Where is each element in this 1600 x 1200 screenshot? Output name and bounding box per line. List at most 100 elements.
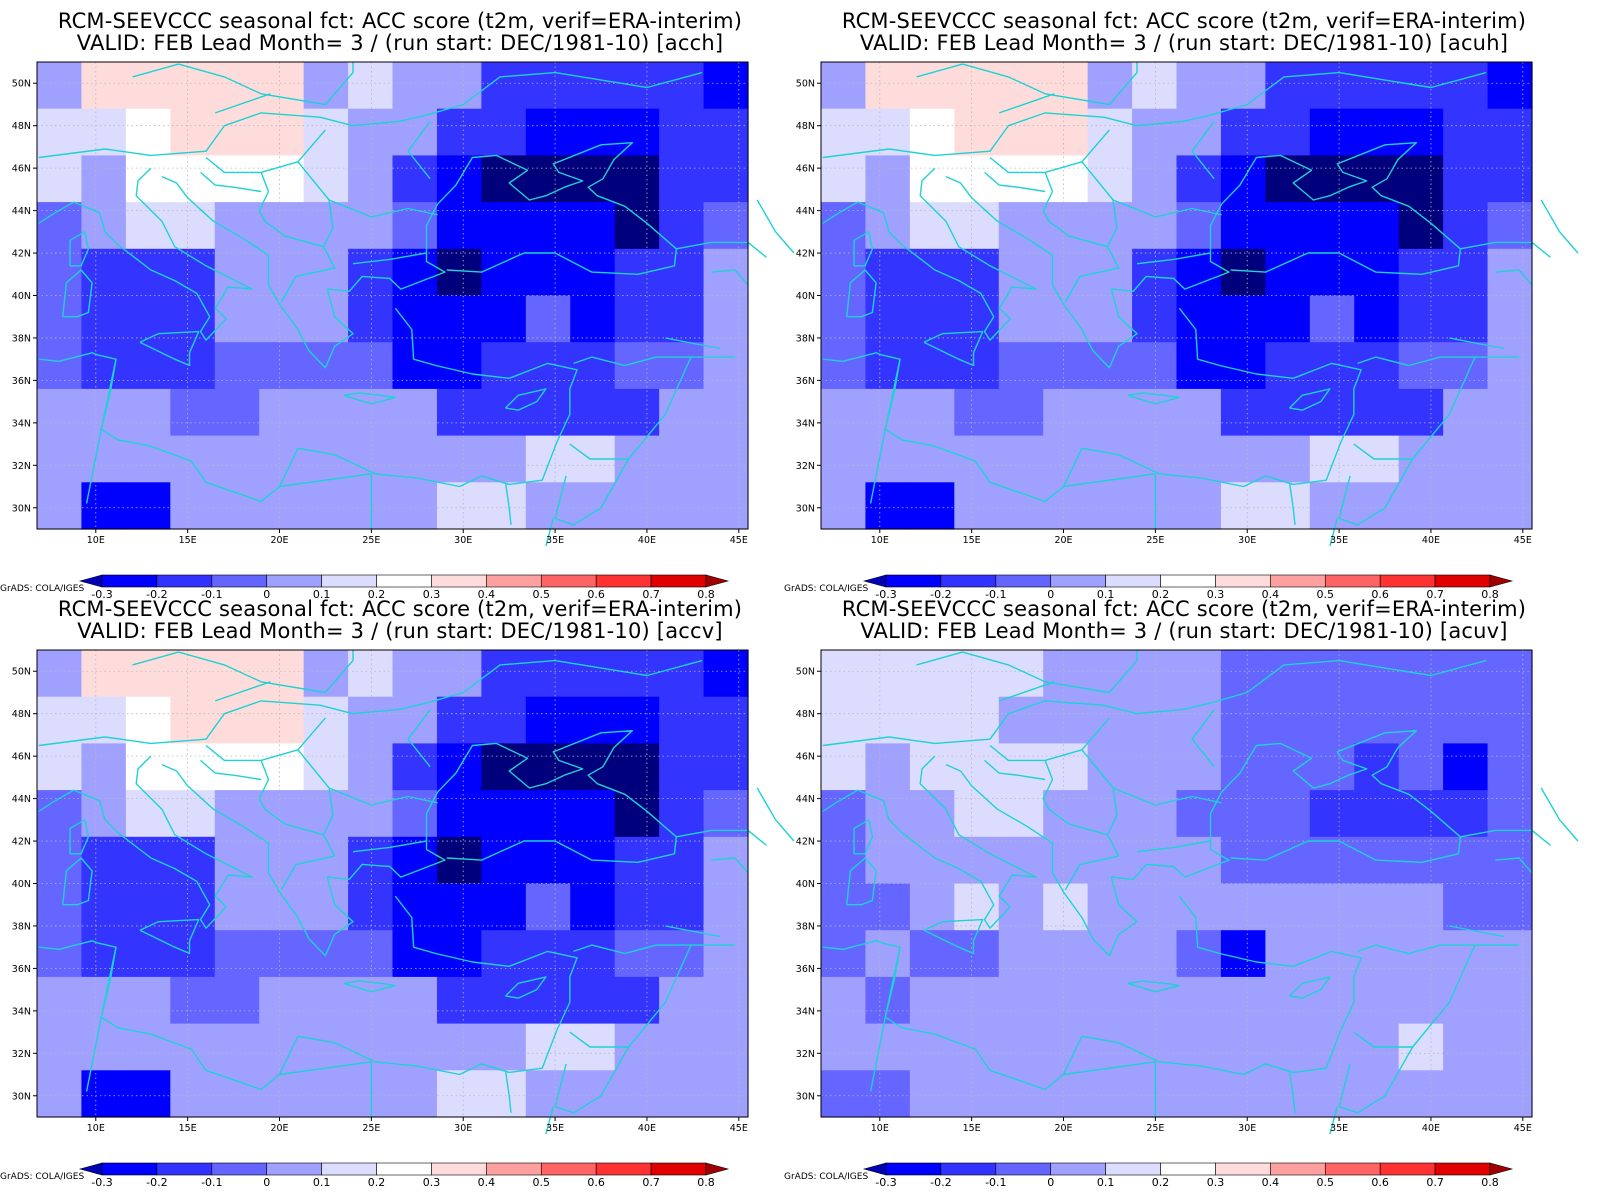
grid-cell [348, 930, 394, 978]
colorbar-label: 0.8 [1481, 1176, 1499, 1188]
grid-cell [214, 482, 260, 530]
coastline [62, 857, 93, 906]
grid-cell [259, 836, 305, 885]
grid-cell [1309, 248, 1355, 297]
lon-label: 35E [1330, 535, 1348, 546]
grid-cell [1398, 482, 1444, 530]
lat-label: 48N [12, 121, 31, 132]
grid-cell [614, 155, 660, 203]
grid-cell [1176, 883, 1222, 931]
coastline [711, 857, 749, 874]
lat-label: 32N [796, 461, 815, 472]
grid-cell [998, 62, 1044, 110]
grid-cell [1265, 388, 1311, 437]
lat-label: 34N [796, 1006, 815, 1017]
grid-cell [81, 342, 127, 390]
coastline [1449, 925, 1505, 938]
grid-cell [303, 388, 349, 437]
grid-cell [1132, 62, 1178, 110]
lat-label: 46N [796, 164, 815, 175]
grid-cell [525, 342, 571, 390]
colorbar-label: 0.1 [313, 1176, 331, 1188]
colorbar-segment [1324, 1162, 1381, 1176]
grid-cell [303, 248, 349, 297]
grid-cell [954, 930, 1000, 978]
grid-cell [170, 202, 216, 250]
coastline [1540, 199, 1579, 254]
colorbar-segment [1050, 1162, 1106, 1176]
grid-cell [954, 248, 1000, 297]
grid-cell [659, 1070, 705, 1118]
grid-cell [1487, 976, 1533, 1025]
grid-cell [1354, 342, 1400, 390]
coastline [1288, 482, 1296, 525]
grid-cell [1443, 836, 1489, 885]
grid-cell [1265, 790, 1311, 838]
grid-cell [436, 650, 482, 698]
lat-label: 48N [796, 709, 815, 720]
grid-cell [1176, 155, 1222, 203]
lon-label: 35E [546, 1123, 564, 1134]
coastline [1357, 944, 1520, 955]
grid-cell [570, 295, 616, 343]
coastline [756, 787, 795, 842]
grid-cell [570, 62, 616, 110]
lat-label: 42N [12, 249, 31, 260]
grid-cell [703, 696, 749, 744]
grid-cell [1309, 1070, 1355, 1118]
coastline [200, 171, 262, 193]
lat-label: 30N [796, 503, 815, 514]
coastline [822, 895, 1362, 1091]
grid-cell [81, 482, 127, 530]
coastline [389, 840, 427, 849]
lon-label: 10E [871, 1123, 889, 1134]
colorbar-segment [1270, 574, 1326, 588]
coastline [504, 1070, 512, 1113]
grid-cell [1265, 976, 1311, 1025]
grid-cell [1132, 388, 1178, 437]
map-canvas: 30N 32N 34N 36N 38N 40N 42N 44N 46N 48N 50N 10E 15E 2… [12, 61, 795, 600]
grid-cell [1220, 650, 1266, 698]
grid-cell [303, 836, 349, 885]
grid-cell [703, 388, 749, 437]
colorbar-label: -0.1 [201, 1176, 222, 1188]
grid-cell [1132, 696, 1178, 744]
coastline [945, 141, 1461, 369]
grads-footer: GrADS: COLA/IGES [784, 584, 869, 594]
grid-cell [1043, 836, 1089, 885]
map-panel-acch: RCM-SEEVCCC seasonal fct: ACC score (t2m… [0, 0, 800, 600]
grid-cell [392, 108, 438, 156]
grid-cell [1265, 155, 1311, 203]
colorbar-segment [540, 574, 597, 588]
grid-cell [525, 1023, 571, 1071]
coastline [916, 650, 1138, 694]
grid-cell [1309, 155, 1355, 203]
coastline [1288, 1070, 1296, 1113]
grid-cell [259, 930, 305, 978]
grid-cell [37, 976, 83, 1025]
grid-cell [481, 836, 527, 885]
coastline [1495, 857, 1533, 874]
coastline [1173, 840, 1211, 849]
colorbar-segment [940, 1162, 997, 1176]
grid-cell [1176, 1070, 1222, 1118]
grid-cell [303, 108, 349, 156]
grid-cell [1487, 108, 1533, 156]
grid-cell [1176, 696, 1222, 744]
colorbar-segment [650, 1162, 707, 1176]
grid-cell [1176, 388, 1222, 437]
coastline [554, 458, 630, 526]
lat-label: 38N [12, 921, 31, 932]
colorbar-segment [376, 574, 432, 588]
lon-label: 30E [1238, 1123, 1256, 1134]
grid-cell [214, 388, 260, 437]
lon-label: 45E [730, 535, 748, 546]
grid-cell [37, 248, 83, 297]
grid-cell [1443, 1023, 1489, 1071]
grid-cell [214, 930, 260, 978]
coastline [132, 650, 354, 694]
colorbar-label: -0.3 [91, 588, 112, 600]
grid-cell [998, 248, 1044, 297]
grid-cell [998, 435, 1044, 483]
grid-cell [1043, 248, 1089, 297]
